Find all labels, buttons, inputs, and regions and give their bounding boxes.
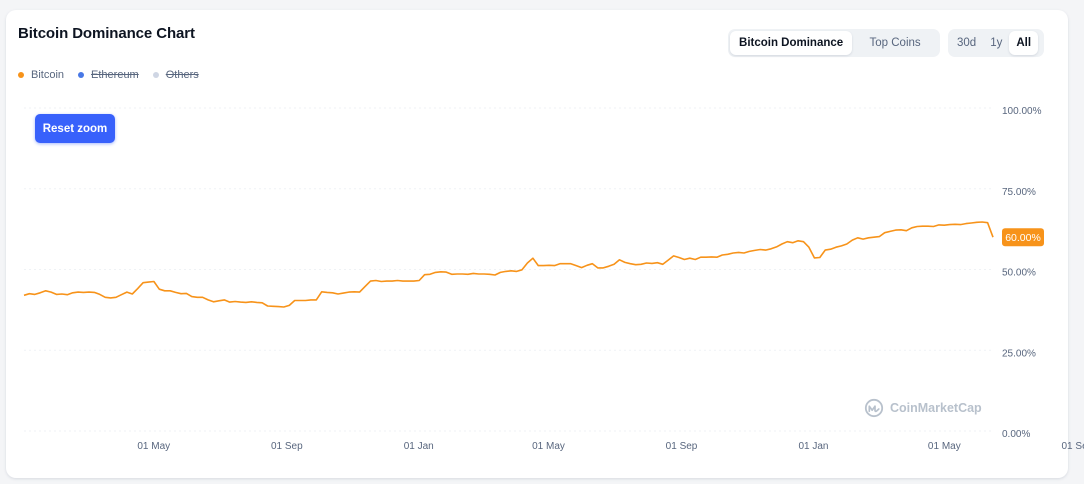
legend-label: Others [165, 69, 199, 81]
last-value-text: 60.00% [1005, 232, 1041, 244]
range-1y-button[interactable]: 1y [990, 37, 1003, 49]
x-tick-label: 01 May [137, 441, 170, 452]
chart-type-tabs: Bitcoin Dominance Top Coins [728, 29, 940, 57]
range-30d-button[interactable]: 30d [957, 37, 977, 49]
x-tick-label: 01 Sep [666, 441, 698, 452]
last-value-badge: 60.00% [1002, 228, 1044, 247]
x-tick-label: 01 Sep [1062, 441, 1084, 452]
x-tick-label: 01 May [928, 441, 961, 452]
legend-label: Bitcoin [31, 69, 65, 81]
y-tick-label: 75.00% [1002, 187, 1036, 198]
legend-label: Ethereum [91, 69, 139, 81]
legend-ethereum-dot-icon [78, 72, 85, 78]
y-tick-label: 25.00% [1002, 348, 1036, 359]
coinmarketcap-logo-icon [864, 398, 884, 418]
watermark-text: CoinMarketCap [890, 401, 982, 415]
legend-others-dot-icon [152, 72, 159, 78]
y-tick-label: 50.00% [1002, 268, 1036, 279]
legend-item-ethereum[interactable]: Ethereum [78, 69, 139, 81]
y-tick-label: 0.00% [1002, 429, 1030, 440]
time-range-tabs: 30d 1y All [948, 29, 1044, 57]
chart-title: Bitcoin Dominance Chart [18, 25, 195, 42]
x-tick-label: 01 May [532, 441, 565, 452]
chart-legend: Bitcoin Ethereum Others [18, 69, 199, 81]
x-tick-label: 01 Jan [798, 441, 828, 452]
coinmarketcap-watermark: CoinMarketCap [864, 398, 982, 418]
reset-zoom-button[interactable]: Reset zoom [35, 114, 115, 143]
x-tick-label: 01 Sep [271, 441, 303, 452]
legend-bitcoin-dot-icon [18, 72, 24, 78]
bitcoin-series-line [23, 221, 994, 308]
tab-top-coins[interactable]: Top Coins [869, 37, 921, 49]
y-tick-label: 100.00% [1002, 106, 1042, 117]
dominance-chart-card [6, 10, 1068, 478]
range-all-button[interactable]: All [1009, 31, 1039, 55]
tab-bitcoin-dominance[interactable]: Bitcoin Dominance [730, 31, 853, 55]
legend-item-bitcoin[interactable]: Bitcoin [18, 69, 64, 81]
legend-item-others[interactable]: Others [152, 69, 199, 81]
x-tick-label: 01 Jan [404, 441, 434, 452]
